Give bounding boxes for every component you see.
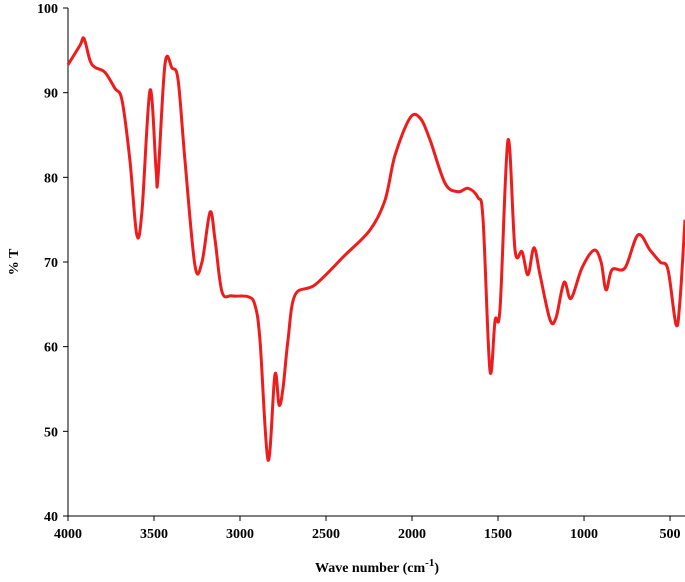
y-tick-label: 90 xyxy=(44,87,58,102)
x-label-end: ) xyxy=(434,561,439,576)
y-tick-label: 100 xyxy=(37,2,58,17)
x-tick-label: 2500 xyxy=(312,527,340,542)
x-tick-label: 4000 xyxy=(54,527,82,542)
x-label-sup: -1 xyxy=(425,557,434,569)
y-tick-label: 80 xyxy=(44,171,58,186)
y-axis-label: % T xyxy=(7,248,22,275)
y-tick-label: 50 xyxy=(44,425,58,440)
y-tick-label: 40 xyxy=(44,510,58,525)
x-tick-label: 3500 xyxy=(140,527,168,542)
x-tick-label: 500 xyxy=(660,527,681,542)
x-tick-label: 3000 xyxy=(226,527,254,542)
y-tick-label: 70 xyxy=(44,256,58,271)
x-tick-label: 2000 xyxy=(398,527,426,542)
x-tick-label: 1000 xyxy=(570,527,598,542)
y-tick-label: 60 xyxy=(44,341,58,356)
spectrum-line xyxy=(66,36,685,462)
x-label-text: Wave number (cm xyxy=(315,561,426,576)
x-tick-label: 1500 xyxy=(484,527,512,542)
x-axis-label: Wave number (cm-1) xyxy=(315,557,439,576)
